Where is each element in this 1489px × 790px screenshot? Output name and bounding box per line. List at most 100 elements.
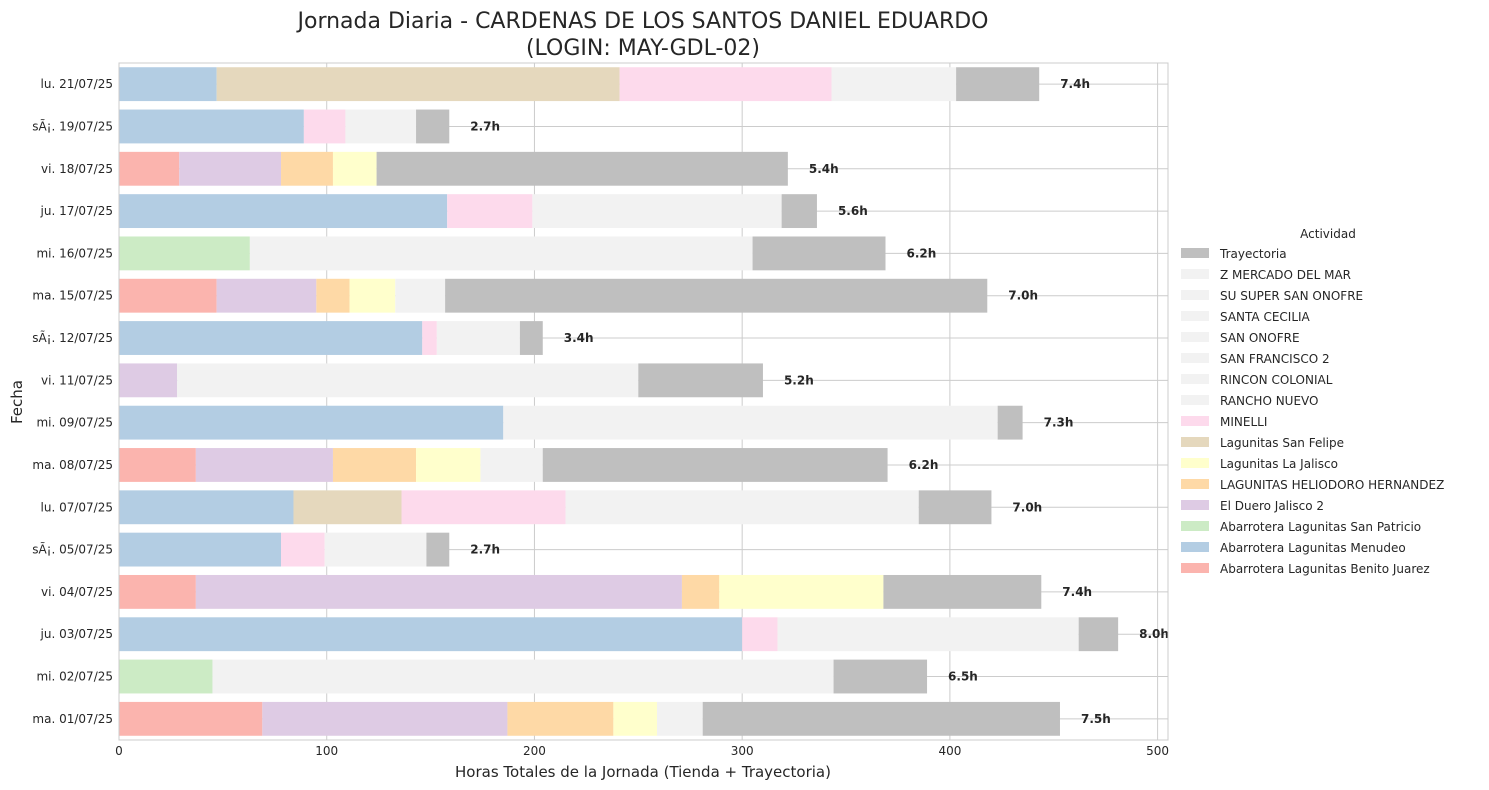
bar-segment <box>216 278 317 313</box>
y-tick-label: ju. 17/07/25 <box>40 204 113 218</box>
bar-segment <box>195 448 333 482</box>
x-tick-label: 200 <box>523 744 546 758</box>
bar-segment <box>997 405 1023 440</box>
legend-entry-label: SAN ONOFRE <box>1220 331 1300 345</box>
bar-segment <box>195 574 682 609</box>
bar-segment <box>119 448 196 482</box>
bar-segment <box>349 278 396 313</box>
bar-segment <box>657 701 703 736</box>
chart-title-line-1: Jornada Diaria - CARDENAS DE LOS SANTOS … <box>296 9 989 34</box>
bar-segment <box>752 236 886 271</box>
bar-segment <box>422 321 437 355</box>
bar-segment <box>956 67 1040 102</box>
bar-segment <box>395 278 446 313</box>
x-tick-label: 300 <box>731 744 754 758</box>
bar-segment <box>619 67 832 102</box>
bar-segment <box>345 109 417 144</box>
bar-segment <box>216 67 620 102</box>
bar-total-label: 5.4h <box>809 162 839 176</box>
legend-entry-label: Z MERCADO DEL MAR <box>1220 268 1351 282</box>
bar-segment <box>742 617 778 652</box>
y-tick-label: ma. 15/07/25 <box>32 289 113 303</box>
bar-segment <box>613 701 658 736</box>
bar-segment <box>542 448 888 482</box>
bar-total-label: 7.0h <box>1012 500 1042 514</box>
x-axis-label: Horas Totales de la Jornada (Tienda + Tr… <box>455 763 831 781</box>
bar-segment <box>119 490 294 525</box>
legend-swatch <box>1181 542 1209 552</box>
bar-segment <box>212 659 834 694</box>
legend-swatch <box>1181 374 1209 384</box>
y-tick-label: ma. 08/07/25 <box>32 458 113 472</box>
bar-segment <box>480 448 543 482</box>
bar-segment <box>638 363 763 398</box>
x-tick-labels: 0 100 200 300 400 500 <box>115 744 1169 758</box>
bar-total-label: 6.2h <box>909 458 939 472</box>
legend-entry-label: RANCHO NUEVO <box>1220 394 1318 408</box>
y-tick-label: lu. 07/07/25 <box>41 500 113 514</box>
bar-segment <box>281 151 333 186</box>
legend-entry-label: Lagunitas San Felipe <box>1220 436 1344 450</box>
bar-segment <box>179 151 282 186</box>
bar-segment <box>119 532 282 567</box>
legend-swatch <box>1181 416 1209 426</box>
legend-entry-label: RINCON COLONIAL <box>1220 373 1333 387</box>
bar-segment <box>719 574 884 609</box>
bar-segment <box>781 194 817 229</box>
bar-segment <box>831 67 957 102</box>
bar-total-label: 6.2h <box>906 246 936 260</box>
bar-segment <box>119 109 304 144</box>
legend-swatch <box>1181 353 1209 363</box>
legend-entry-label: MINELLI <box>1220 415 1267 429</box>
bar-segment <box>119 278 217 313</box>
legend-entry-label: El Duero Jalisco 2 <box>1220 499 1324 513</box>
y-tick-label: sÃ¡. 05/07/25 <box>32 542 113 557</box>
bar-segment <box>303 109 346 144</box>
x-tick-label: 500 <box>1146 744 1169 758</box>
bar-segment <box>316 278 350 313</box>
x-tick-label: 0 <box>115 744 123 758</box>
bar-segment <box>565 490 919 525</box>
bar-segment <box>119 363 178 398</box>
legend-swatch <box>1181 290 1209 300</box>
bar-segment <box>177 363 639 398</box>
legend-swatch <box>1181 395 1209 405</box>
bar-segment <box>918 490 992 525</box>
bar-segment <box>119 236 250 271</box>
bar-segment <box>426 532 450 567</box>
total-labels: 7.4h 2.7h 5.4h 5.6h 6.2h 7.0h 3.4h 5.2h 7.3h 6.2h… <box>470 77 1169 726</box>
bar-segment <box>519 321 543 355</box>
y-tick-label: sÃ¡. 19/07/25 <box>32 118 113 133</box>
legend-swatch <box>1181 563 1209 573</box>
legend-swatch <box>1181 458 1209 468</box>
y-tick-label: mi. 02/07/25 <box>36 670 113 684</box>
plot-frame <box>118 62 1169 741</box>
bar-segment <box>249 236 753 271</box>
bar-segment <box>119 659 213 694</box>
bar-total-label: 6.5h <box>948 670 978 684</box>
bar-total-label: 7.5h <box>1081 712 1111 726</box>
bar-segment <box>532 194 782 229</box>
bar-segment <box>1078 617 1119 652</box>
legend-swatch <box>1181 500 1209 510</box>
bar-segment <box>262 701 508 736</box>
bar-segment <box>503 405 998 440</box>
y-tick-label: lu. 21/07/25 <box>41 77 113 91</box>
y-axis-label: Fecha <box>8 380 26 424</box>
bar-segment <box>281 532 325 567</box>
bar-total-label: 3.4h <box>564 331 594 345</box>
bar-total-label: 7.3h <box>1044 416 1074 430</box>
legend-entry-label: SANTA CECILIA <box>1220 310 1311 324</box>
bar-segment <box>119 701 263 736</box>
bar-segment <box>447 194 533 229</box>
legend-swatch <box>1181 521 1209 531</box>
bar-segment <box>119 405 504 440</box>
y-tick-labels: lu. 21/07/25 sÃ¡. 19/07/25 vi. 18/07/25 ju.… <box>32 77 113 726</box>
y-tick-label: mi. 09/07/25 <box>36 416 113 430</box>
legend-entry-label: Abarrotera Lagunitas Menudeo <box>1220 541 1406 555</box>
bar-segment <box>681 574 720 609</box>
chart-title-line-2: (LOGIN: MAY-GDL-02) <box>526 36 760 61</box>
bar-segment <box>445 278 988 313</box>
legend-entry-label: Abarrotera Lagunitas Benito Juarez <box>1220 562 1430 576</box>
